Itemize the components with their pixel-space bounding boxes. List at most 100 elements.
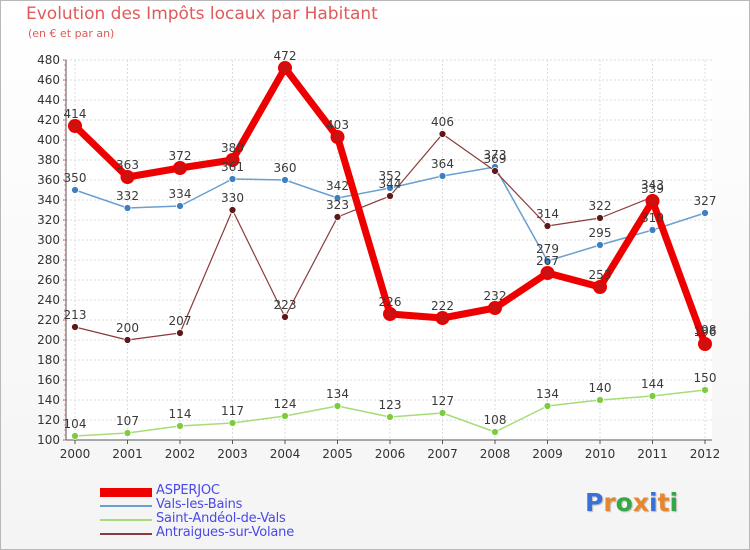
data-label: 372 xyxy=(169,149,192,163)
data-label: 150 xyxy=(694,371,717,385)
legend-item: Antraigues-sur-Volane xyxy=(100,525,360,541)
data-label: 322 xyxy=(589,199,612,213)
legend-swatch xyxy=(100,519,152,521)
legend-item: ASPERJOC xyxy=(100,483,360,499)
data-point xyxy=(68,119,82,133)
y-tick-label: 400 xyxy=(37,133,60,147)
data-point xyxy=(645,194,660,208)
data-point xyxy=(173,161,187,175)
data-point xyxy=(386,192,394,200)
brand-letter: t xyxy=(657,488,670,517)
data-point xyxy=(386,413,394,421)
data-label: 334 xyxy=(169,187,192,201)
chart-subtitle: (en € et par an) xyxy=(28,27,115,40)
data-point xyxy=(228,206,237,214)
data-label: 140 xyxy=(589,381,612,395)
data-point xyxy=(488,301,502,315)
legend-item: Vals-les-Bains xyxy=(100,497,360,513)
data-point xyxy=(71,432,79,440)
data-point xyxy=(123,429,132,437)
series-lines xyxy=(68,61,712,440)
data-point xyxy=(333,194,342,202)
data-label: 108 xyxy=(484,413,507,427)
data-label: 198 xyxy=(694,323,717,337)
data-point xyxy=(71,323,79,331)
y-tick-label: 360 xyxy=(37,173,60,187)
legend-label: Vals-les-Bains xyxy=(156,497,243,512)
data-label: 339 xyxy=(641,182,664,196)
data-point xyxy=(176,202,184,210)
x-tick-label: 2005 xyxy=(322,447,353,461)
x-tick-label: 2008 xyxy=(480,447,511,461)
legend-label: Saint-Andéol-de-Vals xyxy=(156,511,286,526)
data-point xyxy=(120,170,135,184)
data-label: 310 xyxy=(641,211,664,225)
brand-letter: r xyxy=(603,488,616,517)
data-label: 279 xyxy=(536,242,559,256)
data-point xyxy=(383,307,397,321)
data-label: 200 xyxy=(116,321,139,335)
legend-label: ASPERJOC xyxy=(156,483,220,498)
data-label: 330 xyxy=(221,191,244,205)
data-point xyxy=(438,172,447,180)
x-tick-label: 2000 xyxy=(60,447,91,461)
data-point xyxy=(593,280,607,294)
proxiti-logo: Proxiti xyxy=(585,488,678,517)
x-tick-label: 2012 xyxy=(690,447,721,461)
x-tick-label: 2003 xyxy=(217,447,248,461)
data-label: 213 xyxy=(64,308,87,322)
y-tick-label: 340 xyxy=(37,193,60,207)
data-point xyxy=(648,226,657,234)
data-label: 127 xyxy=(431,394,454,408)
data-label: 226 xyxy=(379,295,402,309)
y-tick-label: 280 xyxy=(37,253,60,267)
data-label: 472 xyxy=(274,49,297,63)
data-point xyxy=(438,130,447,138)
data-point xyxy=(123,336,132,344)
data-label: 363 xyxy=(116,158,139,172)
data-label: 403 xyxy=(326,118,349,132)
data-point xyxy=(648,392,657,400)
data-point xyxy=(333,213,342,221)
data-point xyxy=(176,329,184,337)
grid xyxy=(66,59,712,441)
y-tick-label: 420 xyxy=(37,113,60,127)
data-label: 327 xyxy=(694,194,717,208)
data-label: 344 xyxy=(379,177,402,191)
data-label: 369 xyxy=(484,152,507,166)
y-tick-label: 460 xyxy=(37,73,60,87)
data-label: 253 xyxy=(589,268,612,282)
data-label: 267 xyxy=(536,254,559,268)
data-label: 295 xyxy=(589,226,612,240)
data-label: 223 xyxy=(274,298,297,312)
y-tick-label: 200 xyxy=(37,333,60,347)
data-label: 406 xyxy=(431,115,454,129)
data-point xyxy=(540,266,555,280)
legend-swatch xyxy=(100,487,152,497)
y-tick-label: 480 xyxy=(37,53,60,67)
x-tick-label: 2009 xyxy=(532,447,563,461)
data-point xyxy=(435,311,450,325)
data-point xyxy=(701,209,709,217)
data-point xyxy=(225,153,240,167)
x-tick-label: 2007 xyxy=(427,447,458,461)
chart-title: Evolution des Impôts locaux par Habitant xyxy=(26,4,378,24)
x-tick-label: 2010 xyxy=(585,447,616,461)
data-label: 117 xyxy=(221,404,244,418)
data-point xyxy=(596,396,604,404)
data-label: 134 xyxy=(536,387,559,401)
data-label: 323 xyxy=(326,198,349,212)
data-label: 207 xyxy=(169,314,192,328)
data-label: 123 xyxy=(379,398,402,412)
plot-area xyxy=(66,60,712,440)
data-point xyxy=(281,313,289,321)
y-tick-label: 440 xyxy=(37,93,60,107)
y-tick-label: 240 xyxy=(37,293,60,307)
y-tick-label: 100 xyxy=(37,433,60,447)
brand-letter: i xyxy=(649,488,658,517)
legend-swatch xyxy=(100,533,152,535)
data-label: 144 xyxy=(641,377,664,391)
data-label: 134 xyxy=(326,387,349,401)
data-label: 360 xyxy=(274,161,297,175)
legend: ASPERJOC Vals-les-Bains Saint-Andéol-de-Va… xyxy=(100,483,360,541)
